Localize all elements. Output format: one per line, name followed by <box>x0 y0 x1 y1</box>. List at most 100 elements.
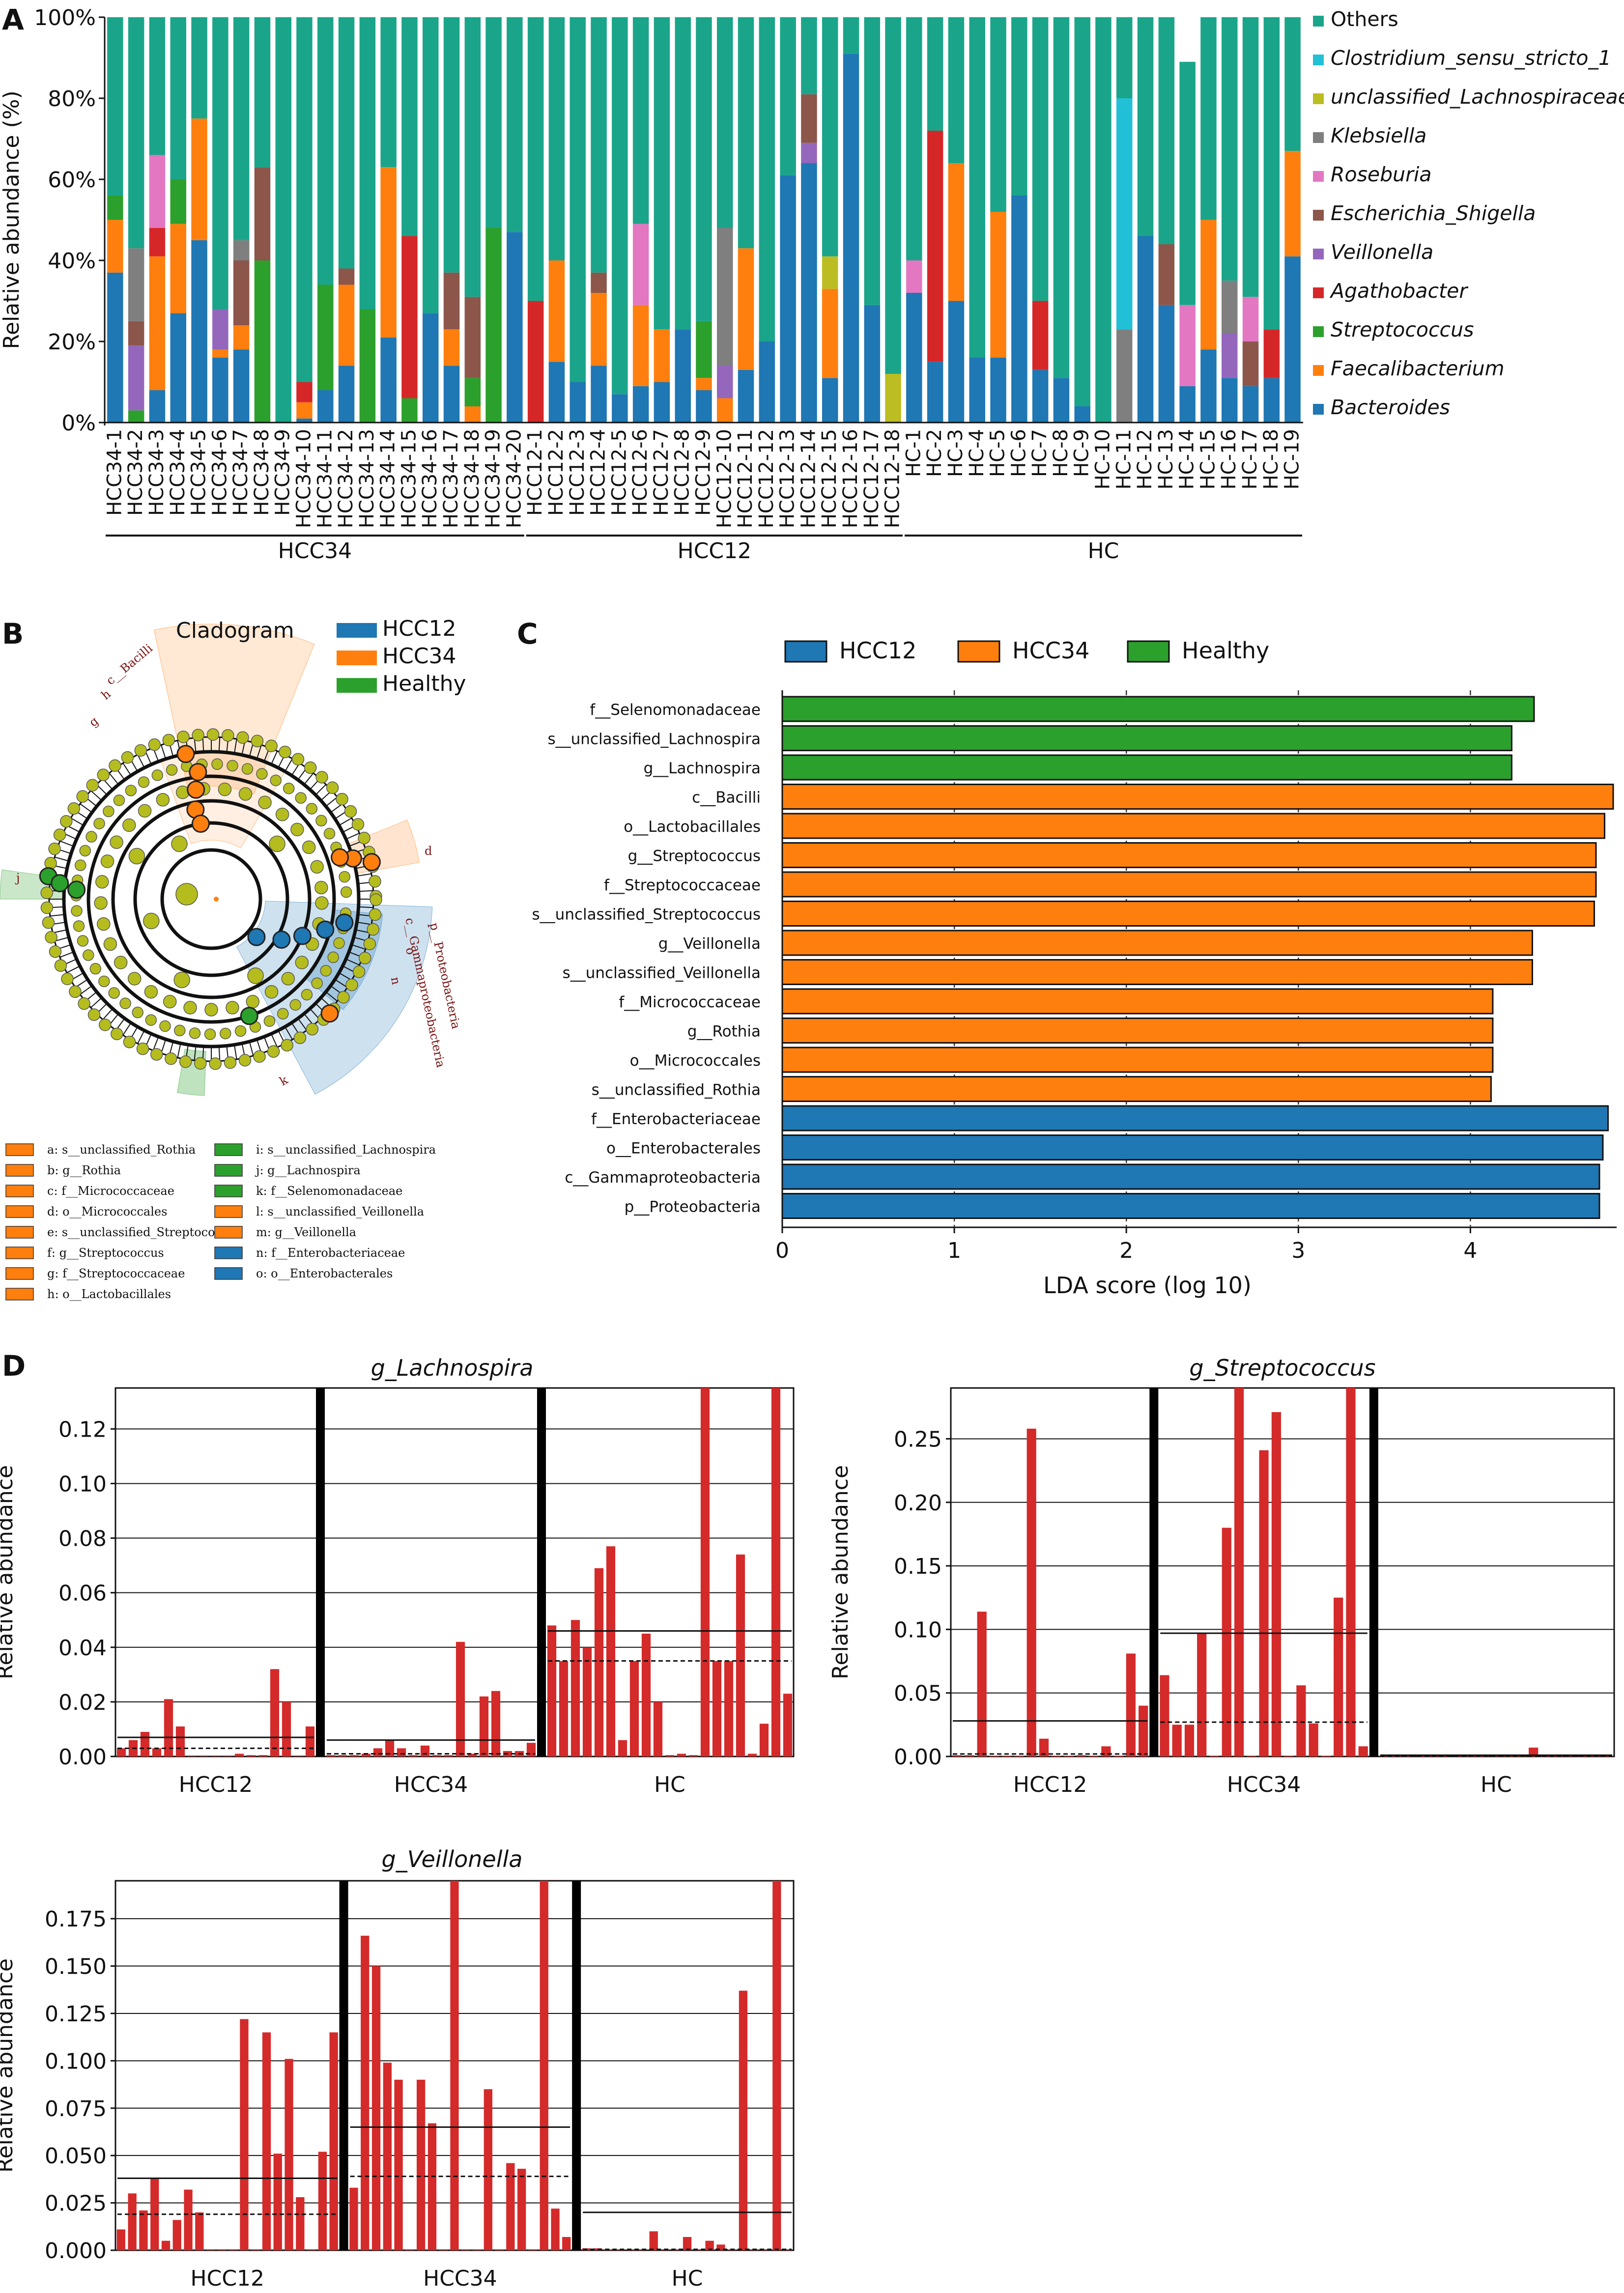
lda-bar-s-unclassified-streptococcus <box>781 901 1595 927</box>
cladogram-spoke <box>66 965 81 973</box>
stack-segment-hcc34-14-bacteroides <box>380 337 397 423</box>
y-tick-label-0: 0.00 <box>58 1745 107 1770</box>
clade-label-o: o <box>403 946 418 956</box>
cladogram-genus-node <box>103 805 114 818</box>
cladogram-leaf-node <box>315 771 328 784</box>
lda-bar-g-veillonella <box>781 930 1533 956</box>
cladogram-leaf-node <box>209 1057 222 1070</box>
cladogram-genus-node <box>71 905 83 917</box>
bar-hc-8 <box>672 2249 681 2250</box>
stack-segment-hcc12-3-bacteroides <box>570 382 586 423</box>
cladogram-genus-node <box>323 827 336 840</box>
stack-segment-hc-16-bacteroides <box>1222 378 1238 423</box>
cladogram-leaf-node <box>251 735 264 748</box>
lda-bar-o-lactobacillales <box>781 813 1605 839</box>
bar-hc-5 <box>606 1546 616 1756</box>
cladogram-leaf-node <box>336 793 348 806</box>
cladogram-leaf-node <box>369 875 381 888</box>
cladogram-spoke <box>330 803 343 813</box>
cladogram-spoke <box>137 754 145 768</box>
stack-segment-hcc34-1-streptococcus <box>107 196 123 220</box>
y-tick-label-6: 0.12 <box>58 1417 107 1442</box>
bar-hc-7 <box>629 1661 639 1756</box>
cladogram-key-label: e: s__unclassified_Streptococcus <box>47 1225 242 1239</box>
stack-segment-hcc34-8-others <box>254 17 271 168</box>
group-label-hcc12: HCC12 <box>678 538 752 564</box>
panel-d-streptococcus-chart: 0.00 0.05 0.10 0.15 0.20 0.25 Relative abundan… <box>828 1355 1615 1797</box>
plot-title: g_Streptococcus <box>1189 1355 1375 1381</box>
cladogram-highlight-node <box>191 815 210 833</box>
stack-segment-hcc34-18-others <box>464 17 481 297</box>
lda-x-tick-label-4: 4 <box>1463 1238 1477 1263</box>
bar-hc-2 <box>570 1620 580 1756</box>
cladogram-family-node <box>238 787 253 801</box>
stack-segment-hcc34-12-faecalibacterium <box>338 284 355 366</box>
x-tick-label-hcc34-10: HCC34-10 <box>293 429 315 528</box>
cladogram-leaf-node <box>236 731 249 744</box>
panel-label-d: D <box>2 1349 26 1383</box>
cladogram-family-node <box>138 804 152 818</box>
y-axis-title: Relative abundance <box>0 1958 18 2173</box>
cladogram-genus-node <box>340 886 352 898</box>
bar-hcc34-12 <box>1309 1723 1318 1756</box>
x-tick-label-hcc34-2: HCC34-2 <box>124 429 147 516</box>
x-tick-label-hc-3: HC-3 <box>944 429 967 477</box>
cladogram-leaf-node <box>123 1035 136 1048</box>
cladogram-genus-node <box>295 792 307 804</box>
stack-segment-hc-11-klebsiella <box>1116 329 1133 423</box>
clade-label-j: j <box>15 871 20 885</box>
stack-segment-hc-17-escherichia-shigella <box>1242 341 1259 386</box>
y-tick-label-5: 0.125 <box>45 2002 107 2027</box>
cladogram-family-node <box>246 994 260 1009</box>
cladogram-leaf-node <box>53 828 66 841</box>
legend-swatch-faecalibacterium <box>1313 365 1324 376</box>
cladogram-genus-node <box>75 859 86 871</box>
stack-segment-hc-7-agathobacter <box>1032 301 1049 370</box>
bar-hc-17 <box>772 1881 781 2250</box>
group-separator-1 <box>572 1881 581 2250</box>
legend-label-others: Others <box>1331 7 1398 31</box>
stack-segment-hc-11-clostridium-sensu-stricto-1 <box>1116 98 1133 330</box>
group-label-hc: HC <box>1481 1772 1512 1797</box>
lda-category-label-f-micrococcaceae: f__Micrococcaceae <box>619 993 761 1011</box>
stack-segment-hcc12-18-unclassified-lachnospiraceae <box>885 374 901 423</box>
cladogram-key-swatch <box>5 1143 34 1156</box>
lda-category-label-g-veillonella: g__Veillonella <box>658 935 761 953</box>
bar-hcc12-12 <box>251 2249 260 2250</box>
cladogram-leaf-node <box>162 734 175 747</box>
group-separator-0 <box>316 1388 325 1756</box>
cladogram-spoke <box>335 979 348 988</box>
x-tick-label-hc-2: HC-2 <box>923 429 946 477</box>
cladogram-family-node <box>275 807 289 821</box>
cladogram-order-node <box>247 967 264 984</box>
cladogram-legend-label-hcc12: HCC12 <box>382 616 456 641</box>
cladogram-genus-node <box>93 818 105 829</box>
group-separator-1 <box>537 1388 546 1756</box>
cladogram-family-node <box>264 985 279 999</box>
cladogram-family-node <box>183 1001 197 1015</box>
cladogram-leaf-node <box>337 991 350 1004</box>
stack-segment-hcc12-1-others <box>527 17 544 301</box>
bar-hcc34-8 <box>439 2249 448 2250</box>
cladogram-family-node <box>204 1003 218 1017</box>
cladogram-ring-3 <box>86 774 336 1024</box>
stack-segment-hcc12-10-others <box>717 17 733 228</box>
bar-hcc34-14 <box>506 2163 515 2250</box>
cladogram-key-label: m: g__Veillonella <box>256 1225 356 1239</box>
stack-segment-hcc34-10-faecalibacterium <box>296 402 313 419</box>
stack-segment-hcc34-4-streptococcus <box>170 179 186 224</box>
lda-category-label-s-unclassified-lachnospira: s__unclassified_Lachnospira <box>547 731 761 748</box>
cladogram-family-node <box>95 875 109 889</box>
cladogram-spoke <box>53 929 67 934</box>
stack-segment-hc-7-bacteroides <box>1032 369 1049 423</box>
stack-segment-hcc34-5-others <box>191 17 207 119</box>
cladogram-spoke <box>80 803 92 813</box>
bar-hcc34-9 <box>432 1755 442 1756</box>
stack-segment-hcc34-1-bacteroides <box>107 272 123 423</box>
stack-segment-hcc12-3-others <box>570 17 586 382</box>
bar-hcc12-19 <box>329 2032 338 2250</box>
legend-label-veillonella: Veillonella <box>1331 240 1433 264</box>
bar-hcc34-9 <box>450 1881 459 2250</box>
cladogram-spoke <box>122 1022 132 1036</box>
bar-hcc34-0 <box>1160 1675 1169 1756</box>
